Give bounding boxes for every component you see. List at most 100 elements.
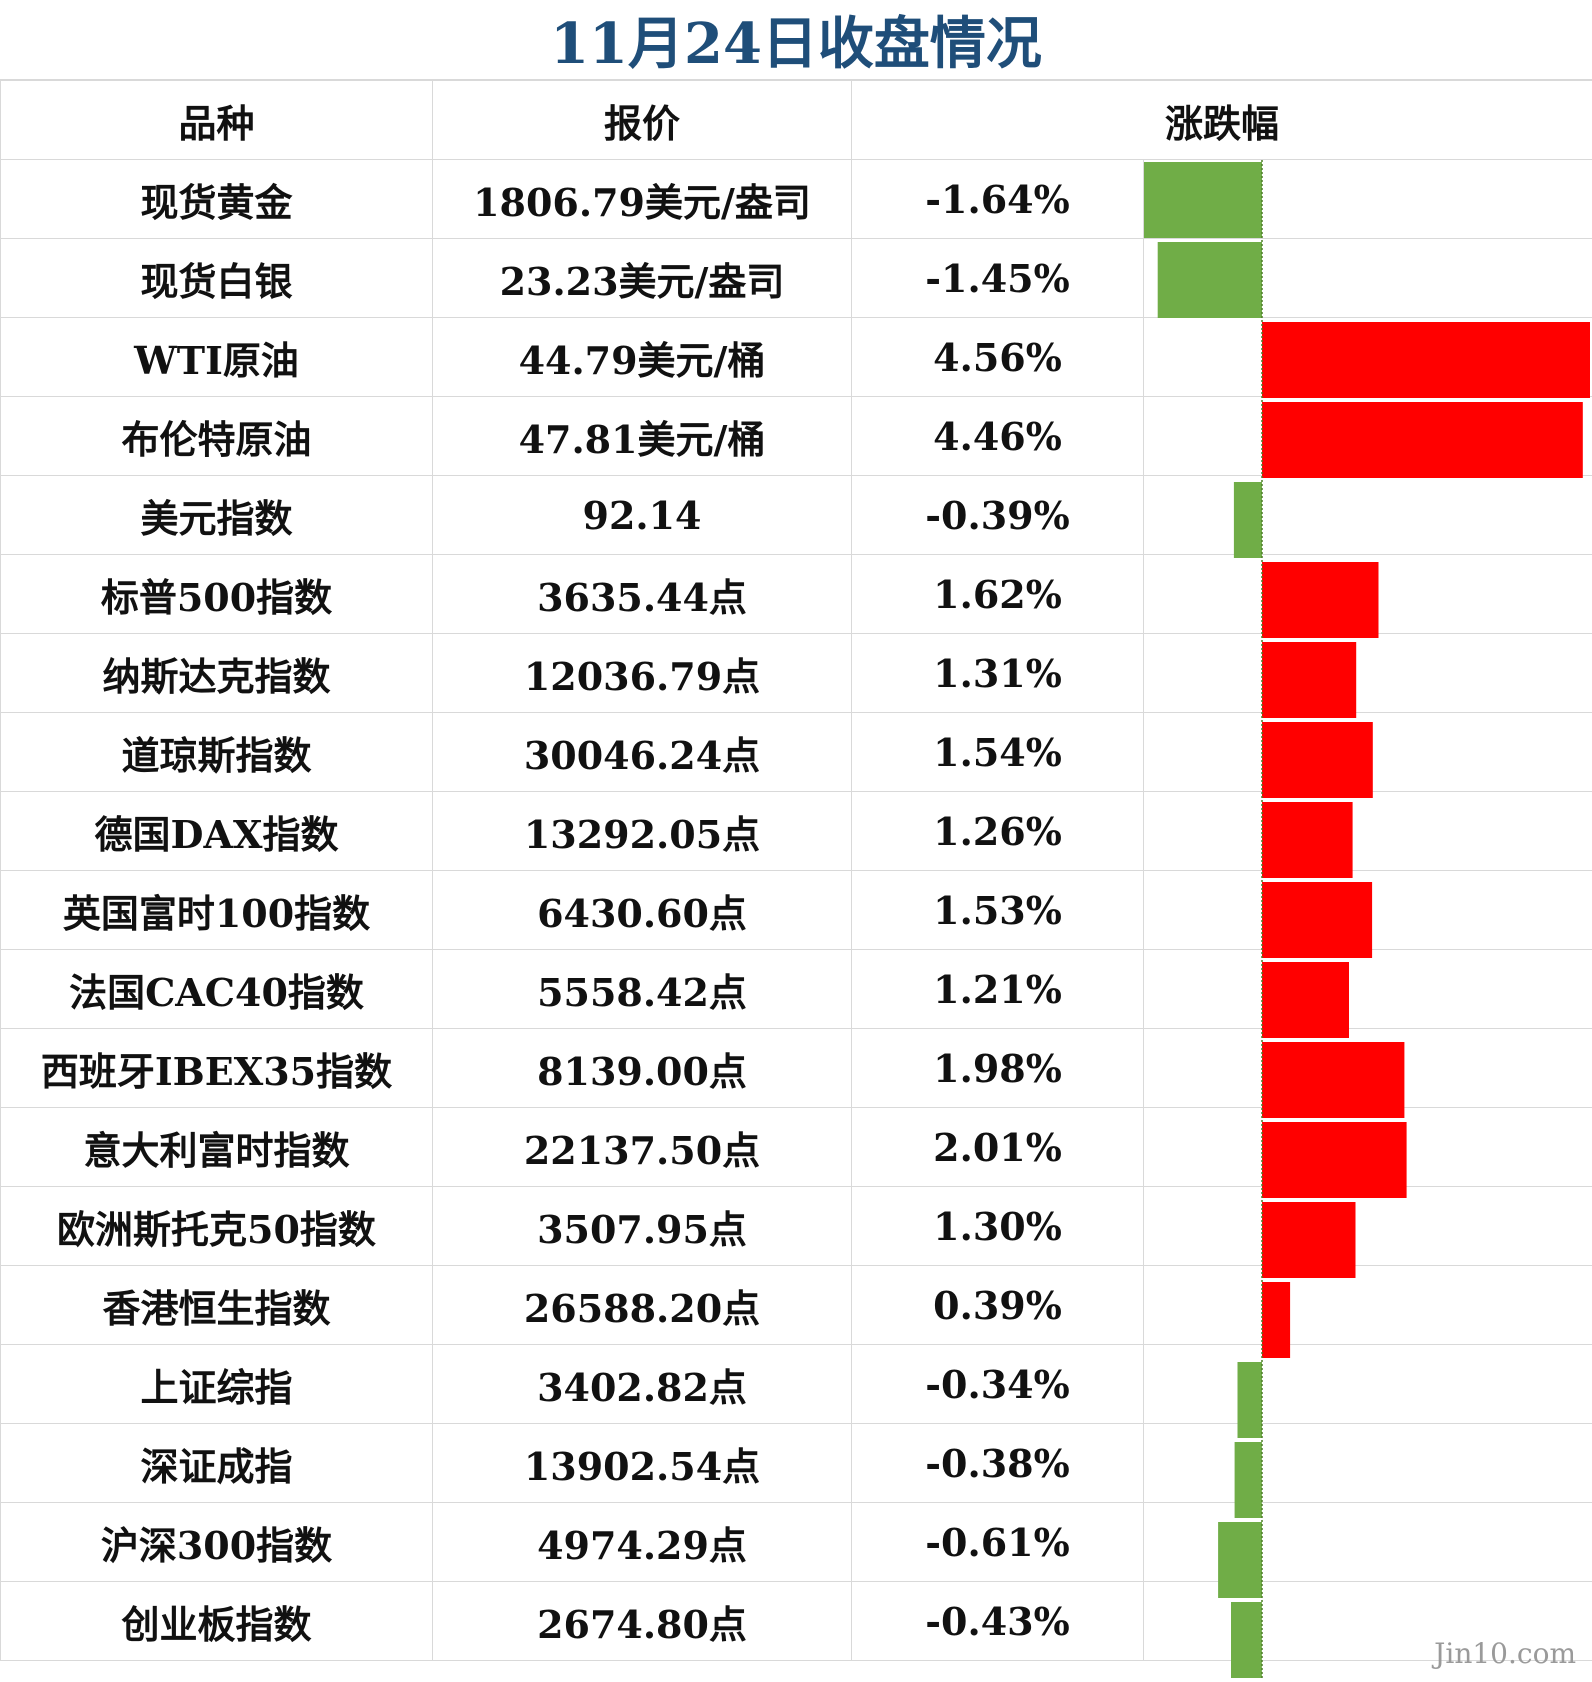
row-price: 30046.24点 (432, 712, 852, 792)
chart-title: 11月24日收盘情况 (0, 0, 1592, 80)
row-bar-cell (1142, 1265, 1592, 1345)
row-change-text: 1.62% (851, 554, 1144, 634)
row-price: 13902.54点 (432, 1423, 852, 1503)
table-row: 法国CAC40指数 5558.42点 1.21% (0, 949, 1592, 1029)
table-row: 香港恒生指数 26588.20点 0.39% (0, 1265, 1592, 1345)
row-change-text: 2.01% (851, 1107, 1144, 1187)
row-name: 意大利富时指数 (0, 1107, 433, 1187)
row-name: 上证综指 (0, 1344, 433, 1424)
row-name: 深证成指 (0, 1423, 433, 1503)
row-price: 92.14 (432, 475, 852, 555)
row-change-text: -1.64% (851, 159, 1144, 239)
row-price: 3402.82点 (432, 1344, 852, 1424)
row-price: 44.79美元/桶 (432, 317, 852, 397)
row-name: 香港恒生指数 (0, 1265, 433, 1345)
quotes-table: 品种 报价 涨跌幅 现货黄金 1806.79美元/盎司 -1.64% 现货白银 23.2… (0, 80, 1592, 1661)
row-price: 3635.44点 (432, 554, 852, 634)
row-bar-cell (1142, 949, 1592, 1029)
row-change-text: 0.39% (851, 1265, 1144, 1345)
row-price: 12036.79点 (432, 633, 852, 713)
row-bar-cell (1142, 475, 1592, 555)
row-bar-cell (1142, 396, 1592, 476)
header-price: 报价 (432, 80, 852, 160)
row-bar-cell (1142, 554, 1592, 634)
table-row: 沪深300指数 4974.29点 -0.61% (0, 1502, 1592, 1582)
table-row: 纳斯达克指数 12036.79点 1.31% (0, 633, 1592, 713)
row-change-text: -0.61% (851, 1502, 1144, 1582)
watermark: Jin10.com (1434, 1637, 1576, 1670)
row-bar-cell (1142, 1107, 1592, 1187)
row-name: 英国富时100指数 (0, 870, 433, 950)
table-row: WTI原油 44.79美元/桶 4.56% (0, 317, 1592, 397)
row-change-text: 4.56% (851, 317, 1144, 397)
table-row: 欧洲斯托克50指数 3507.95点 1.30% (0, 1186, 1592, 1266)
table-row: 上证综指 3402.82点 -0.34% (0, 1344, 1592, 1424)
row-bar-cell (1142, 633, 1592, 713)
row-change-text: -0.34% (851, 1344, 1144, 1424)
row-price: 1806.79美元/盎司 (432, 159, 852, 239)
row-name: 布伦特原油 (0, 396, 433, 476)
row-change-text: 1.30% (851, 1186, 1144, 1266)
row-name: 沪深300指数 (0, 1502, 433, 1582)
row-change-text: 1.98% (851, 1028, 1144, 1108)
row-price: 2674.80点 (432, 1581, 852, 1661)
row-bar-cell (1142, 1028, 1592, 1108)
row-change-text: -0.39% (851, 475, 1144, 555)
row-name: 创业板指数 (0, 1581, 433, 1661)
row-bar-cell (1142, 159, 1592, 239)
table-row: 现货白银 23.23美元/盎司 -1.45% (0, 238, 1592, 318)
row-price: 22137.50点 (432, 1107, 852, 1187)
row-name: WTI原油 (0, 317, 433, 397)
row-bar-cell (1142, 1581, 1592, 1661)
table-row: 布伦特原油 47.81美元/桶 4.46% (0, 396, 1592, 476)
table-row: 深证成指 13902.54点 -0.38% (0, 1423, 1592, 1503)
row-bar-cell (1142, 317, 1592, 397)
table-row: 英国富时100指数 6430.60点 1.53% (0, 870, 1592, 950)
row-bar-cell (1142, 791, 1592, 871)
row-change-text: -0.43% (851, 1581, 1144, 1661)
row-name: 德国DAX指数 (0, 791, 433, 871)
row-name: 欧洲斯托克50指数 (0, 1186, 433, 1266)
row-bar-cell (1142, 1502, 1592, 1582)
table-row: 道琼斯指数 30046.24点 1.54% (0, 712, 1592, 792)
row-price: 6430.60点 (432, 870, 852, 950)
table-row: 美元指数 92.14 -0.39% (0, 475, 1592, 555)
row-price: 5558.42点 (432, 949, 852, 1029)
row-bar-cell (1142, 1186, 1592, 1266)
table-row: 德国DAX指数 13292.05点 1.26% (0, 791, 1592, 871)
row-price: 4974.29点 (432, 1502, 852, 1582)
table-row: 现货黄金 1806.79美元/盎司 -1.64% (0, 159, 1592, 239)
row-price: 3507.95点 (432, 1186, 852, 1266)
row-change-text: 1.31% (851, 633, 1144, 713)
row-name: 道琼斯指数 (0, 712, 433, 792)
row-price: 23.23美元/盎司 (432, 238, 852, 318)
row-price: 8139.00点 (432, 1028, 852, 1108)
table-row: 标普500指数 3635.44点 1.62% (0, 554, 1592, 634)
row-change-text: 1.26% (851, 791, 1144, 871)
row-name: 法国CAC40指数 (0, 949, 433, 1029)
row-name: 现货黄金 (0, 159, 433, 239)
row-bar-cell (1142, 712, 1592, 792)
row-change-text: 1.53% (851, 870, 1144, 950)
row-change-text: 1.54% (851, 712, 1144, 792)
table-row: 创业板指数 2674.80点 -0.43% (0, 1581, 1592, 1661)
row-bar-cell (1142, 1344, 1592, 1424)
row-name: 现货白银 (0, 238, 433, 318)
header-name: 品种 (0, 80, 433, 160)
row-bar-cell (1142, 238, 1592, 318)
row-bar-cell (1142, 870, 1592, 950)
table-row: 西班牙IBEX35指数 8139.00点 1.98% (0, 1028, 1592, 1108)
row-change-text: 1.21% (851, 949, 1144, 1029)
row-change-text: -1.45% (851, 238, 1144, 318)
row-change-text: -0.38% (851, 1423, 1144, 1503)
row-name: 标普500指数 (0, 554, 433, 634)
row-change-text: 4.46% (851, 396, 1144, 476)
row-name: 西班牙IBEX35指数 (0, 1028, 433, 1108)
row-price: 26588.20点 (432, 1265, 852, 1345)
header-change: 涨跌幅 (850, 80, 1592, 160)
table-row: 意大利富时指数 22137.50点 2.01% (0, 1107, 1592, 1187)
row-price: 13292.05点 (432, 791, 852, 871)
header-row: 品种 报价 涨跌幅 (0, 80, 1592, 160)
row-bar-cell (1142, 1423, 1592, 1503)
